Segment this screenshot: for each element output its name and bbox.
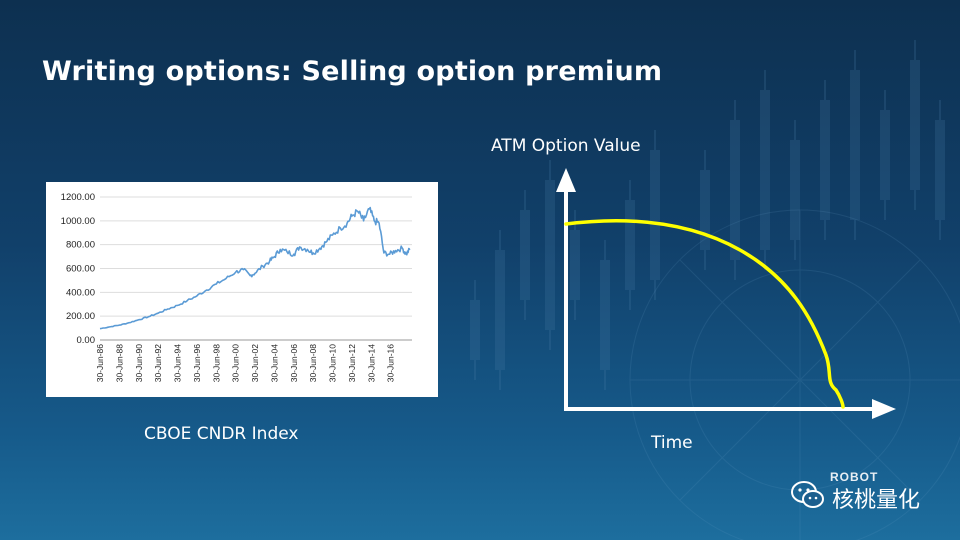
- x-tick-label: 30-Jun-10: [328, 344, 338, 383]
- y-tick-label: 600.00: [66, 264, 95, 275]
- bg-candle: [650, 150, 660, 280]
- bg-candle-wick: [794, 120, 796, 260]
- bg-candle-wick: [629, 180, 631, 310]
- x-tick-label: 30-Jun-14: [366, 344, 376, 383]
- diagram-x-axis-label: Time: [651, 433, 693, 453]
- bg-candle: [760, 90, 770, 250]
- chart-caption: CBOE CNDR Index: [144, 424, 299, 444]
- bg-candle: [495, 250, 505, 370]
- brand-name: 核桃量化: [832, 488, 921, 513]
- bg-candle-wick: [824, 80, 826, 240]
- bg-candle-wick: [499, 230, 501, 390]
- x-tick-label: 30-Jun-90: [134, 344, 144, 383]
- bg-candle-wick: [604, 240, 606, 390]
- x-tick-label: 30-Jun-92: [153, 344, 163, 383]
- x-tick-label: 30-Jun-00: [231, 344, 241, 383]
- bg-candle-wick: [884, 90, 886, 220]
- bg-candle-wick: [574, 210, 576, 320]
- x-tick-label: 30-Jun-02: [250, 344, 260, 383]
- bg-candle: [910, 60, 920, 190]
- cndr-line-chart: 0.00 200.00 400.00 600.00 800.00 1000.00 1200.…: [61, 192, 412, 383]
- bg-candle: [820, 100, 830, 220]
- cndr-chart-card: 0.00 200.00 400.00 600.00 800.00 1000.00 1200.…: [46, 182, 438, 397]
- bg-candle: [570, 230, 580, 300]
- x-tick-label: 30-Jun-88: [114, 344, 124, 383]
- bg-candle: [520, 210, 530, 300]
- x-tick-label: 30-Jun-86: [95, 344, 105, 383]
- x-tick-label: 30-Jun-98: [211, 344, 221, 383]
- cndr-series-line: [99, 206, 411, 330]
- bg-candle-wick: [524, 190, 526, 320]
- bg-candle-wick: [764, 70, 766, 270]
- bg-candle: [880, 110, 890, 200]
- slide-title: Writing options: Selling option premium: [42, 56, 663, 87]
- y-axis-arrow: [556, 168, 576, 192]
- y-tick-label: 0.00: [77, 335, 96, 346]
- bg-candle-wick: [654, 130, 656, 300]
- x-tick-label: 30-Jun-16: [386, 344, 396, 383]
- y-tick-label: 200.00: [66, 311, 95, 322]
- x-tick-label: 30-Jun-08: [308, 344, 318, 383]
- x-tick-label: 30-Jun-96: [192, 344, 202, 383]
- brand-robot-text: ROBOT: [830, 470, 879, 484]
- bg-candle-wick: [549, 160, 551, 350]
- bg-candle: [730, 120, 740, 260]
- option-value-curve: [564, 219, 845, 409]
- bg-candle: [600, 260, 610, 370]
- bg-candle-wick: [734, 100, 736, 280]
- wechat-icon: [791, 481, 824, 508]
- diagram-y-axis-label: ATM Option Value: [491, 136, 641, 156]
- bg-candle: [470, 300, 480, 360]
- bg-candle-wick: [474, 280, 476, 380]
- x-axis-arrow: [872, 399, 896, 419]
- bg-candle-wick: [854, 50, 856, 240]
- x-tick-label: 30-Jun-06: [289, 344, 299, 383]
- x-tick-label: 30-Jun-94: [173, 344, 183, 383]
- x-tick-label: 30-Jun-12: [347, 344, 357, 383]
- bg-candle-wick: [914, 40, 916, 210]
- y-tick-label: 800.00: [66, 240, 95, 251]
- bg-candle: [790, 140, 800, 240]
- x-tick-label: 30-Jun-04: [269, 344, 279, 383]
- bg-candle: [625, 200, 635, 290]
- y-tick-label: 400.00: [66, 287, 95, 298]
- y-tick-label: 1000.00: [61, 216, 95, 227]
- brand-watermark: ROBOT 核桃量化: [790, 470, 950, 520]
- bg-candle-wick: [939, 100, 941, 240]
- bg-candle: [545, 180, 555, 330]
- bg-candle: [935, 120, 945, 220]
- option-value-decay-diagram: [556, 168, 896, 419]
- bg-candle: [850, 70, 860, 220]
- y-tick-label: 1200.00: [61, 192, 95, 203]
- bg-candle-wick: [704, 150, 706, 270]
- bg-candle: [700, 170, 710, 250]
